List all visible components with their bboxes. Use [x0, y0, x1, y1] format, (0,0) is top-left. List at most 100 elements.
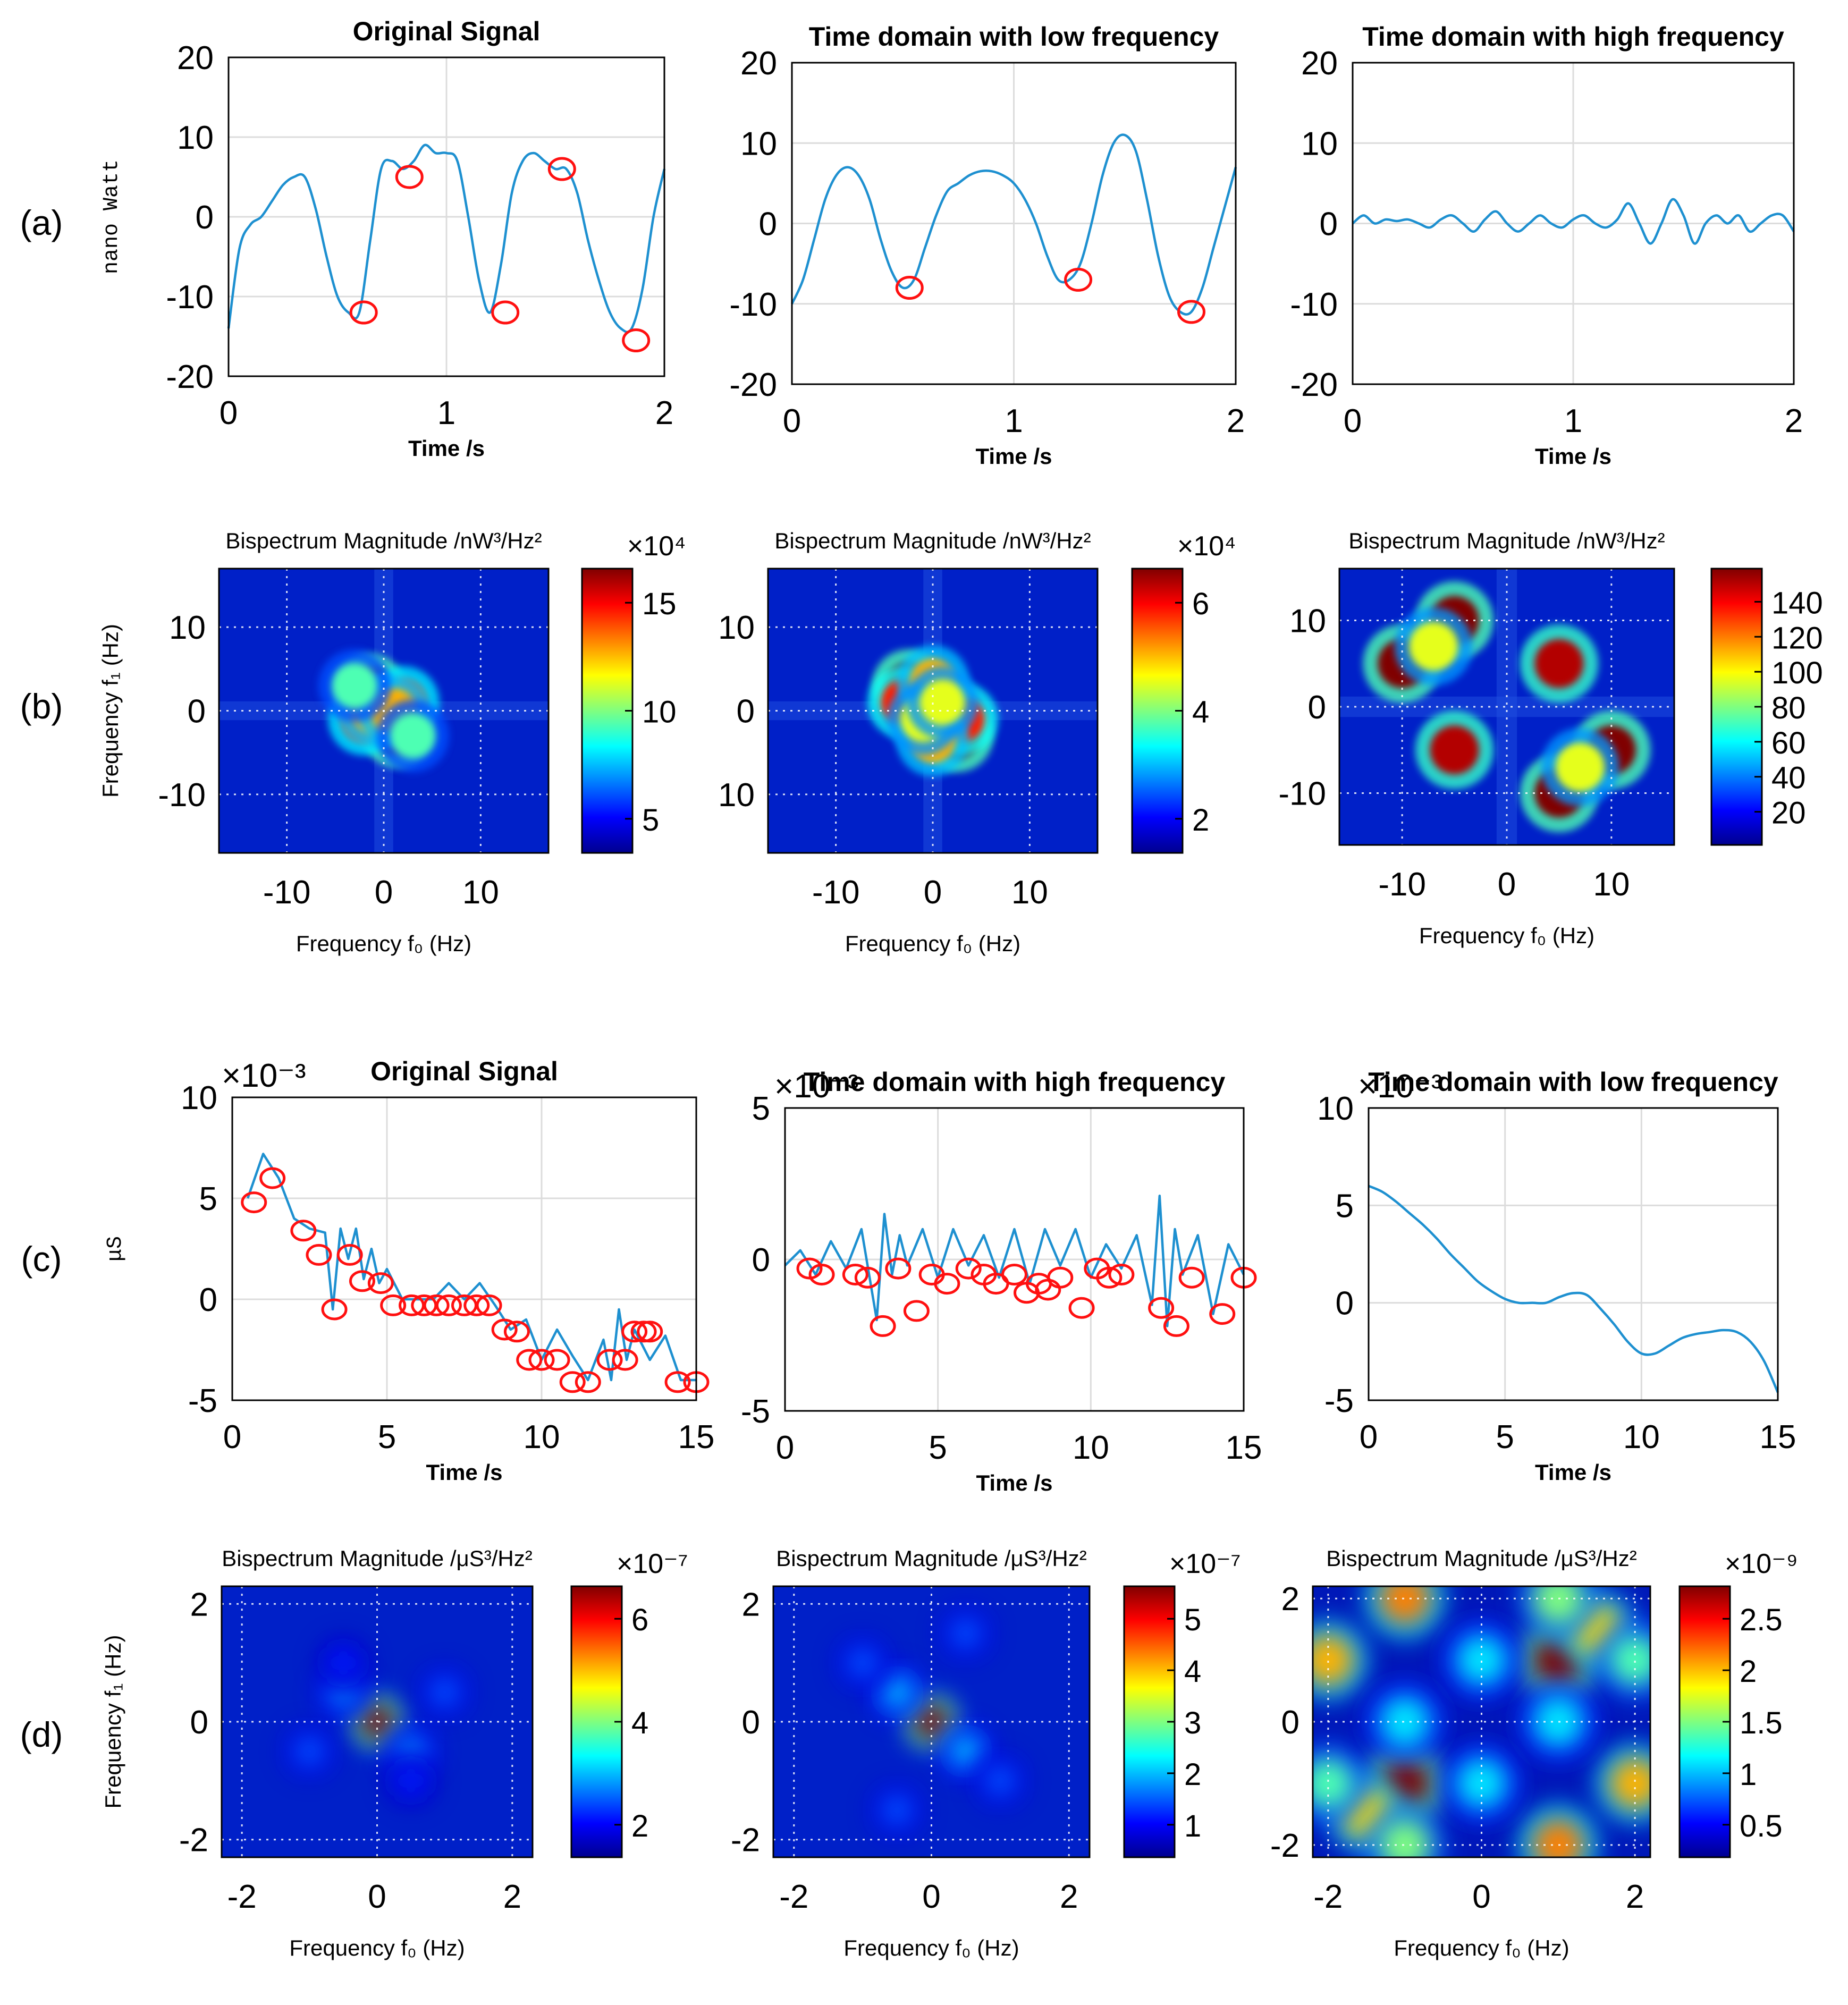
colorbar-gradient [1123, 1585, 1176, 1858]
series-line [1368, 1185, 1779, 1393]
plot-frame [227, 56, 665, 377]
y-tick-label: 0 [737, 693, 755, 730]
colorbar-tick-label: 6 [1192, 587, 1209, 621]
x-axis-label: Time /s [426, 1460, 503, 1485]
marker-circle [306, 1243, 332, 1266]
colorbar-tick-label: 3 [1184, 1706, 1201, 1740]
plot-frame [1338, 568, 1675, 846]
colorbar-gradient [570, 1585, 623, 1858]
colorbar-gradient [581, 568, 634, 854]
chart-title: Bispectrum Magnitude /nW³/Hz² [1348, 528, 1665, 553]
chart-title: Bispectrum Magnitude /μS³/Hz² [1326, 1546, 1636, 1571]
marker-circle [528, 1349, 555, 1371]
x-tick-label: 0 [1360, 1419, 1378, 1456]
colorbar-tick-label: 10 [642, 695, 677, 730]
y-tick-label: 5 [1336, 1188, 1354, 1224]
marker-circle [516, 1349, 543, 1371]
hotspot [1533, 1696, 1584, 1747]
series-line [1352, 198, 1795, 245]
hotspot [1609, 1635, 1650, 1686]
colorbar-tick-label: 6 [631, 1603, 648, 1637]
panel-d2: -2 0 2 2 0 -2 Bispectrum Magnitude /μS³/Hz² Fre… [731, 1546, 1241, 1960]
chart-title: Time domain with high frequency [1362, 22, 1784, 52]
x-axis-label: Frequency f₀ (Hz) [845, 931, 1020, 956]
chart-title: Time domain with low frequency [809, 22, 1219, 52]
plot-frame [221, 1585, 534, 1858]
series-line [790, 133, 1237, 316]
row-labels: (a) (b) (c) (d) [20, 203, 63, 1754]
y-tick-label: 5 [752, 1090, 770, 1127]
y-tick-label: 10 [740, 125, 777, 162]
x-tick-label: 0 [375, 874, 393, 911]
marker-circle [637, 1321, 663, 1343]
colorbar-tick-label: 4 [631, 1706, 648, 1740]
plot-frame [231, 1096, 697, 1401]
colorbar: 5 4 3 2 1 ×10⁻⁷ [1123, 1549, 1241, 1858]
heatmap-layer [219, 569, 549, 853]
y-tick-label: 2 [1281, 1581, 1299, 1618]
hotspot [1456, 1758, 1507, 1809]
marker-circle [241, 1191, 267, 1214]
y-tick-label: 0 [1308, 689, 1326, 726]
y-tick-label: -5 [741, 1393, 770, 1430]
x-tick-label: 1 [437, 395, 455, 432]
y-tick-label: 20 [1301, 45, 1338, 82]
colorbar-tick-label: 40 [1771, 761, 1806, 796]
marker-circle [622, 328, 651, 352]
colorbar-tick-label: 1.5 [1740, 1706, 1783, 1740]
plot-frame [1312, 1585, 1651, 1858]
x-tick-label: 5 [378, 1419, 396, 1456]
colorbar-tick-label: 4 [1192, 695, 1209, 730]
colorbar-tick-label: 120 [1771, 621, 1823, 655]
y-tick-label: -10 [166, 279, 214, 316]
series-line [227, 143, 666, 334]
panel-d1: -2 0 2 2 0 -2 Bispectrum Magnitude /μS³/Hz² Fre… [100, 1546, 688, 1960]
colorbar-exponent: ×10⁻⁷ [1169, 1549, 1241, 1579]
marker-circle [321, 1298, 348, 1321]
panel-d3: -2 0 2 2 0 -2 Bispectrum Magnitude /μS³/Hz² Fre… [1270, 1546, 1798, 1960]
marker-circle [842, 1264, 868, 1285]
x-axis-label: Time /s [1535, 1460, 1611, 1485]
row-label: (b) [20, 687, 63, 726]
colorbar-tick-label: 2 [631, 1809, 648, 1843]
hotspot [1313, 1758, 1354, 1809]
colorbar-exponent: ×10⁻⁹ [1725, 1549, 1798, 1579]
y-tick-label: 0 [188, 693, 206, 730]
hotspot [919, 680, 965, 725]
y-tick-label: 0 [199, 1282, 217, 1318]
hotspot [1313, 1635, 1354, 1686]
x-axis-label: Frequency f₀ (Hz) [1394, 1935, 1569, 1960]
x-tick-label: -10 [812, 874, 860, 911]
marker-circle [596, 1349, 623, 1371]
y-tick-label: 10 [169, 610, 206, 646]
y-tick-label: 2 [742, 1586, 760, 1623]
plot-frame [772, 1585, 1091, 1858]
colorbar-tick-label: 100 [1771, 656, 1823, 690]
y-tick-label: 0 [1336, 1285, 1354, 1322]
y-tick-label: -2 [179, 1822, 208, 1859]
marker-circle [1108, 1264, 1135, 1285]
hotspot [332, 663, 377, 708]
marker-circle [259, 1167, 286, 1189]
x-tick-label: 15 [1760, 1419, 1796, 1456]
hotspot [292, 1734, 326, 1768]
plot-frame [218, 568, 550, 854]
hotspot [983, 1763, 1017, 1798]
heatmap-layer [768, 569, 1098, 853]
y-tick-label: 20 [177, 40, 214, 77]
marker-circle [399, 1294, 425, 1316]
hotspot [880, 1793, 914, 1828]
y-tick-label: 0 [1320, 206, 1338, 243]
colorbar-tick-label: 60 [1771, 726, 1806, 760]
y-exponent: ×10⁻³ [774, 1068, 859, 1105]
y-tick-label: 2 [190, 1586, 208, 1623]
colorbar-tick-label: 5 [1184, 1603, 1201, 1637]
x-tick-label: 10 [462, 874, 499, 911]
hotspot [1409, 622, 1458, 671]
marker-circle [503, 1321, 530, 1343]
x-tick-label: 0 [1344, 403, 1362, 439]
y-axis-label: Frequency f₁ (Hz) [98, 624, 123, 798]
x-tick-label: -2 [779, 1879, 808, 1915]
marker-circle [349, 300, 378, 325]
y-tick-label: -20 [1290, 367, 1338, 403]
